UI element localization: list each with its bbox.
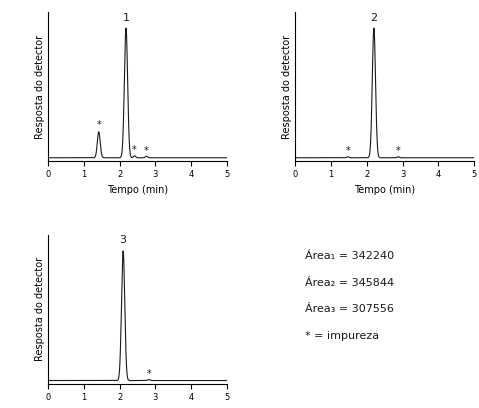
Text: 2: 2 <box>370 13 377 22</box>
Text: Área₃ = 307556: Área₃ = 307556 <box>305 304 394 315</box>
Y-axis label: Resposta do detector: Resposta do detector <box>35 257 45 361</box>
X-axis label: Tempo (min): Tempo (min) <box>107 185 168 195</box>
Text: *: * <box>144 146 149 155</box>
Text: Área₁ = 342240: Área₁ = 342240 <box>305 251 394 262</box>
Text: * = impureza: * = impureza <box>305 331 379 341</box>
Y-axis label: Resposta do detector: Resposta do detector <box>35 34 45 139</box>
Text: Área₂ = 345844: Área₂ = 345844 <box>305 278 394 288</box>
Text: *: * <box>132 145 137 155</box>
Text: *: * <box>396 146 400 157</box>
Text: *: * <box>345 146 350 157</box>
Text: *: * <box>147 369 151 379</box>
Text: *: * <box>96 120 101 130</box>
X-axis label: Tempo (min): Tempo (min) <box>354 185 415 195</box>
Text: 3: 3 <box>120 235 126 245</box>
Text: 1: 1 <box>123 13 129 22</box>
Y-axis label: Resposta do detector: Resposta do detector <box>282 34 292 139</box>
